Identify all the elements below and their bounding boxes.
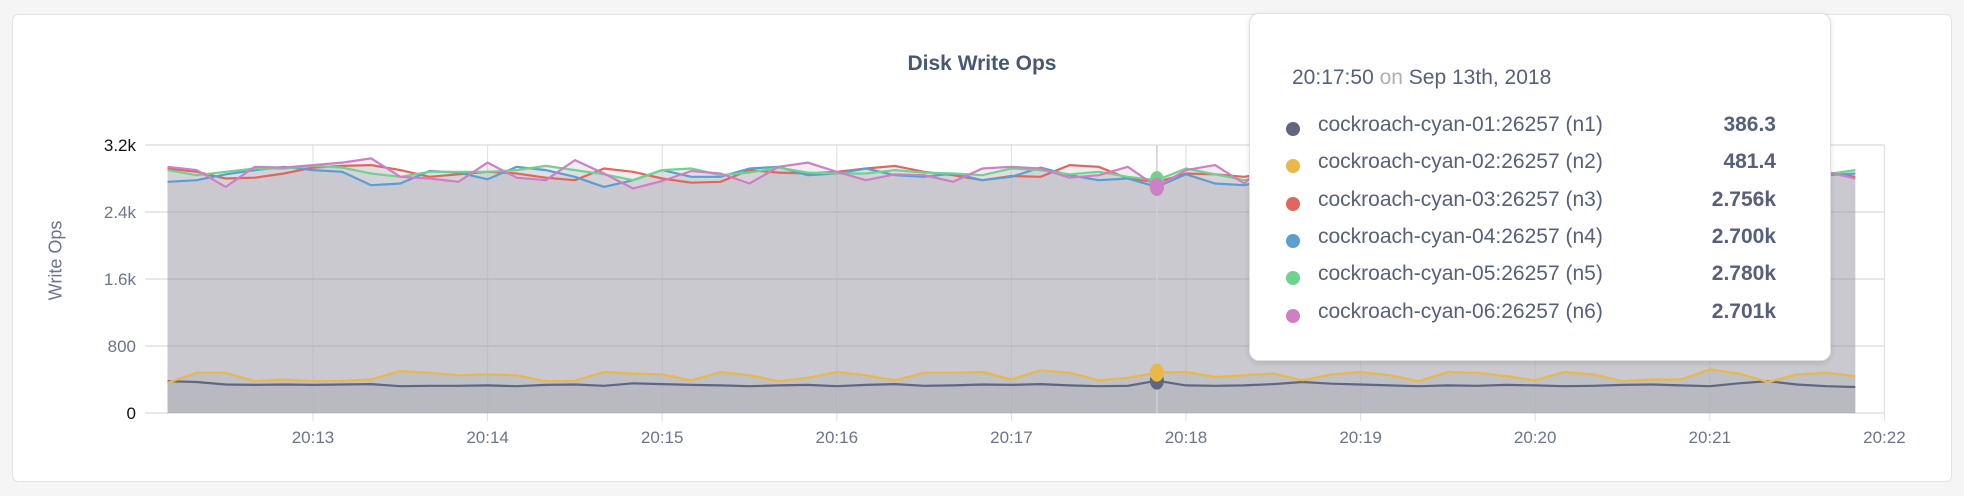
tooltip-row: cockroach-cyan-01:26257 (n1) 386.3 bbox=[1286, 113, 1776, 143]
series-color-dot-icon bbox=[1286, 197, 1300, 211]
x-tick-label: 20:18 bbox=[1165, 428, 1208, 447]
tooltip-series-name: cockroach-cyan-01:26257 (n1) bbox=[1318, 113, 1603, 136]
tooltip-series-value: 481.4 bbox=[1723, 150, 1776, 173]
series-line bbox=[167, 379, 1856, 389]
x-tick-label: 20:21 bbox=[1689, 428, 1732, 447]
tooltip-series-value: 2.700k bbox=[1711, 225, 1776, 248]
series-color-dot-icon bbox=[1286, 271, 1300, 285]
x-tick-label: 20:22 bbox=[1863, 428, 1906, 447]
x-tick-label: 20:17 bbox=[990, 428, 1033, 447]
y-tick-label: 3.2k bbox=[104, 136, 137, 155]
hover-tooltip: 20:17:50 on Sep 13th, 2018 cockroach-cya… bbox=[1249, 13, 1831, 361]
series-area bbox=[167, 380, 1856, 413]
x-tick-label: 20:14 bbox=[466, 428, 509, 447]
series-color-dot-icon bbox=[1286, 309, 1300, 323]
tooltip-on: on bbox=[1379, 66, 1403, 89]
series-color-dot-icon bbox=[1286, 159, 1300, 173]
tooltip-series-value: 2.780k bbox=[1711, 262, 1776, 285]
x-tick-label: 20:19 bbox=[1339, 428, 1382, 447]
hover-point bbox=[1149, 363, 1164, 382]
y-tick-label: 2.4k bbox=[104, 203, 137, 222]
y-tick-label: 1.6k bbox=[104, 270, 137, 289]
y-tick-label: 0 bbox=[127, 404, 136, 423]
tooltip-series-name: cockroach-cyan-05:26257 (n5) bbox=[1318, 262, 1603, 285]
tooltip-series-value: 2.756k bbox=[1711, 188, 1776, 211]
y-tick-label: 800 bbox=[108, 337, 136, 356]
tooltip-row: cockroach-cyan-04:26257 (n4) 2.700k bbox=[1286, 225, 1776, 255]
tooltip-row: cockroach-cyan-02:26257 (n2) 481.4 bbox=[1286, 150, 1776, 180]
tooltip-series-name: cockroach-cyan-03:26257 (n3) bbox=[1318, 188, 1603, 211]
series-color-dot-icon bbox=[1286, 122, 1300, 136]
hover-point bbox=[1149, 177, 1164, 196]
y-axis-label: Write Ops bbox=[45, 220, 66, 301]
tooltip-row: cockroach-cyan-05:26257 (n5) 2.780k bbox=[1286, 262, 1776, 292]
tooltip-time: 20:17:50 bbox=[1292, 66, 1374, 89]
series-area bbox=[167, 369, 1856, 413]
tooltip-series-name: cockroach-cyan-06:26257 (n6) bbox=[1318, 300, 1603, 323]
x-tick-label: 20:13 bbox=[292, 428, 335, 447]
x-tick-label: 20:20 bbox=[1514, 428, 1557, 447]
tooltip-header: 20:17:50 on Sep 13th, 2018 bbox=[1292, 66, 1551, 90]
tooltip-series-value: 386.3 bbox=[1723, 113, 1776, 136]
tooltip-row: cockroach-cyan-06:26257 (n6) 2.701k bbox=[1286, 300, 1776, 330]
tooltip-date: Sep 13th, 2018 bbox=[1408, 66, 1552, 89]
series-line bbox=[167, 368, 1856, 384]
tooltip-series-name: cockroach-cyan-04:26257 (n4) bbox=[1318, 225, 1603, 248]
tooltip-row: cockroach-cyan-03:26257 (n3) 2.756k bbox=[1286, 188, 1776, 218]
chart-title: Disk Write Ops bbox=[907, 52, 1057, 75]
tooltip-series-name: cockroach-cyan-02:26257 (n2) bbox=[1318, 150, 1603, 173]
x-tick-label: 20:16 bbox=[816, 428, 859, 447]
x-tick-label: 20:15 bbox=[641, 428, 684, 447]
series-color-dot-icon bbox=[1286, 234, 1300, 248]
tooltip-series-value: 2.701k bbox=[1711, 300, 1776, 323]
